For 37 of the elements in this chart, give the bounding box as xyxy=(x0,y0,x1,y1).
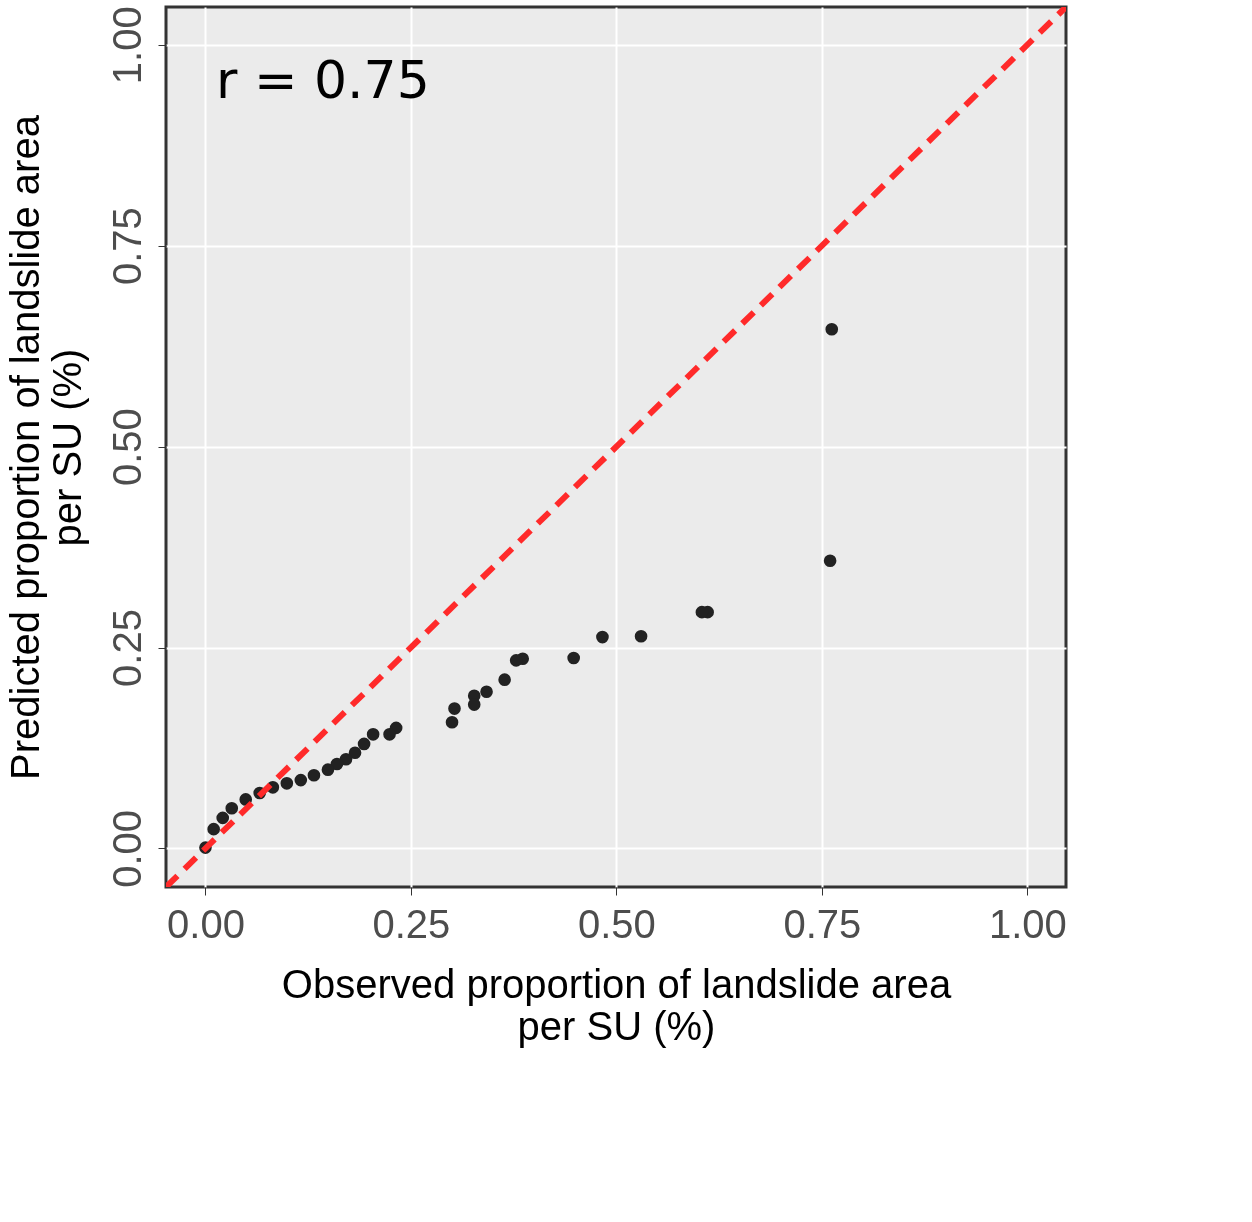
point xyxy=(448,702,461,715)
point xyxy=(294,773,308,787)
point xyxy=(634,629,648,643)
point xyxy=(480,685,493,699)
y-tick-label: 0.75 xyxy=(104,207,149,286)
annotation: r = 0.75 xyxy=(216,50,430,110)
point xyxy=(339,752,353,766)
point xyxy=(321,763,335,776)
point xyxy=(823,554,837,568)
y-tick-label: 1.00 xyxy=(104,6,149,85)
y-tick-label: 0.50 xyxy=(104,408,149,487)
x-tick-label: 0.75 xyxy=(783,901,862,946)
point xyxy=(383,727,396,741)
point xyxy=(216,811,230,825)
point xyxy=(307,768,321,782)
point xyxy=(445,715,459,729)
point xyxy=(366,727,380,741)
point xyxy=(467,698,481,711)
point xyxy=(357,737,371,751)
point xyxy=(596,630,609,644)
x-axis-title: Observed proportion of landslide area per SU (%) xyxy=(281,961,952,1048)
x-tick-label: 0.50 xyxy=(577,901,656,946)
point xyxy=(509,654,523,667)
point xyxy=(225,801,239,815)
point xyxy=(280,777,294,790)
y-tick-label: 0.25 xyxy=(104,609,149,687)
x-tick-label: 0.25 xyxy=(372,901,451,946)
y-axis-title: Predicted proportion of landslide area per SU (%) xyxy=(2,114,89,780)
y-tick-label: 0.00 xyxy=(104,809,149,888)
point xyxy=(330,757,344,771)
point xyxy=(825,322,839,336)
point xyxy=(348,746,362,760)
x-tick-label: 1.00 xyxy=(988,901,1067,946)
point xyxy=(207,822,220,836)
x-tick-label: 0.00 xyxy=(167,901,245,946)
point xyxy=(498,673,511,686)
point xyxy=(567,651,580,665)
